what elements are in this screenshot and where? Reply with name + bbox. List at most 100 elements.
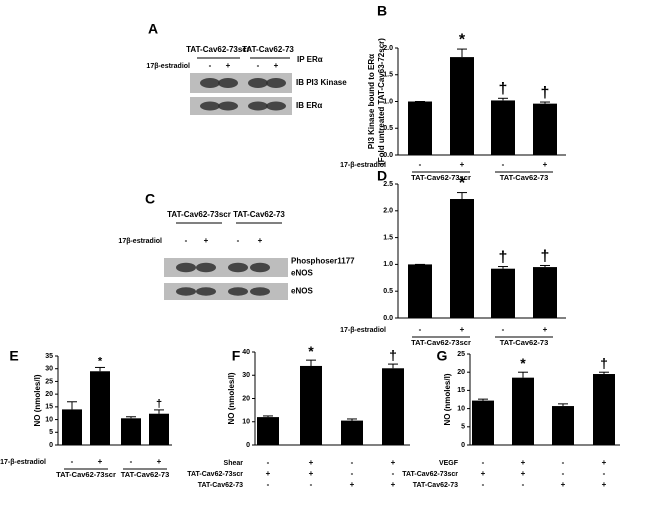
sign: + bbox=[460, 325, 465, 334]
annotation: * bbox=[459, 175, 466, 192]
sign: - bbox=[310, 480, 313, 489]
bar bbox=[90, 371, 110, 445]
band-label: Phosphoser1177 bbox=[291, 257, 355, 266]
sign: - bbox=[267, 480, 270, 489]
sign: - bbox=[482, 480, 485, 489]
group-label: TAT-Cav62-73 bbox=[500, 338, 549, 347]
band bbox=[248, 101, 268, 111]
sign: + bbox=[157, 457, 162, 466]
panel-letter: A bbox=[148, 21, 158, 37]
panel-letter: F bbox=[232, 348, 241, 364]
y-tick-label: 25 bbox=[457, 351, 465, 358]
sign: + bbox=[391, 458, 396, 467]
y-tick-label: 5 bbox=[461, 424, 465, 431]
y-tick-label: 1.0 bbox=[383, 261, 393, 268]
y-axis-label: NO (nmoles/l) bbox=[227, 372, 236, 424]
y-axis-label: NO (nmoles/l) bbox=[33, 374, 42, 426]
panel-letter: E bbox=[9, 348, 18, 364]
sign: + bbox=[481, 469, 486, 478]
band-label: IB ERα bbox=[296, 101, 322, 110]
group-label: TAT-Cav62-73scr bbox=[411, 173, 471, 182]
band bbox=[200, 78, 220, 88]
y-axis-label: NO (nmoles/l) bbox=[443, 373, 452, 425]
group-label: TAT-Cav62-73 bbox=[242, 45, 294, 54]
bar bbox=[533, 103, 557, 155]
band bbox=[200, 101, 220, 111]
treatment-label: 17β-estradiol bbox=[146, 63, 190, 70]
y-tick-label: 0 bbox=[246, 442, 250, 449]
y-tick-label: 1.5 bbox=[383, 234, 393, 241]
bar bbox=[552, 406, 574, 445]
blot-strip bbox=[164, 258, 288, 277]
sign: + bbox=[391, 480, 396, 489]
annotation: † bbox=[541, 84, 550, 101]
sign: - bbox=[237, 236, 240, 245]
y-tick-label: 0.5 bbox=[383, 288, 393, 295]
condition-label: 17-β-estradiol bbox=[0, 459, 46, 466]
annotation: † bbox=[389, 347, 397, 363]
y-tick-label: 30 bbox=[45, 366, 53, 373]
bar bbox=[62, 409, 82, 445]
y-tick-label: 10 bbox=[45, 416, 53, 423]
group-label: TAT-Cav62-73 bbox=[500, 173, 549, 182]
y-tick-label: 1.0 bbox=[383, 98, 393, 105]
bar bbox=[149, 413, 169, 445]
bar bbox=[472, 400, 494, 445]
band bbox=[228, 262, 248, 273]
y-tick-label: 10 bbox=[457, 405, 465, 412]
bar bbox=[257, 417, 279, 445]
group-label: TAT-Cav62-73scr bbox=[411, 338, 471, 347]
y-tick-label: 0.5 bbox=[383, 125, 393, 132]
sign: - bbox=[267, 458, 270, 467]
bar bbox=[408, 101, 432, 155]
y-tick-label: 40 bbox=[242, 349, 250, 356]
sign: + bbox=[543, 160, 548, 169]
y-axis-label: PI3 Kinase bound to ERα bbox=[367, 54, 376, 149]
y-tick-label: 20 bbox=[45, 391, 53, 398]
sign: + bbox=[98, 457, 103, 466]
y-tick-label: 15 bbox=[45, 404, 53, 411]
sign: - bbox=[209, 61, 212, 70]
condition-label: TAT-Cav62-73scr bbox=[402, 471, 458, 478]
annotation: * bbox=[520, 355, 526, 371]
bar bbox=[593, 374, 615, 445]
sign: + bbox=[521, 469, 526, 478]
sign: - bbox=[185, 236, 188, 245]
bar bbox=[450, 199, 474, 318]
y-axis-label: (Fold untreated TAT-Cav63-72scr) bbox=[377, 38, 386, 165]
condition-label: VEGF bbox=[439, 460, 459, 467]
y-tick-label: 5 bbox=[49, 429, 53, 436]
sign: - bbox=[257, 61, 260, 70]
annotation: * bbox=[98, 355, 103, 367]
sign: - bbox=[482, 458, 485, 467]
band bbox=[248, 78, 268, 88]
sign: - bbox=[71, 457, 74, 466]
sign: - bbox=[502, 160, 505, 169]
sign: + bbox=[258, 236, 263, 245]
sign: - bbox=[351, 458, 354, 467]
sign: - bbox=[502, 325, 505, 334]
y-tick-label: 2.0 bbox=[383, 45, 393, 52]
sign: + bbox=[350, 480, 355, 489]
bar bbox=[491, 268, 515, 318]
y-tick-label: 25 bbox=[45, 378, 53, 385]
group-label: TAT-Cav62-73 bbox=[121, 470, 170, 479]
band bbox=[250, 262, 270, 273]
band-label: eNOS bbox=[291, 287, 313, 296]
annotation: † bbox=[541, 248, 550, 265]
group-label: TAT-Cav62-73scr bbox=[186, 45, 250, 54]
panel-letter: B bbox=[377, 3, 387, 19]
band bbox=[228, 287, 248, 296]
sign: - bbox=[419, 160, 422, 169]
sign: - bbox=[522, 480, 525, 489]
y-tick-label: 10 bbox=[242, 419, 250, 426]
sign: + bbox=[561, 480, 566, 489]
band bbox=[176, 262, 196, 273]
panel-letter: D bbox=[377, 168, 387, 184]
sign: - bbox=[419, 325, 422, 334]
panel-letter: G bbox=[437, 348, 448, 364]
sign: + bbox=[602, 480, 607, 489]
band bbox=[250, 287, 270, 296]
ip-label: IP ERα bbox=[297, 55, 323, 64]
